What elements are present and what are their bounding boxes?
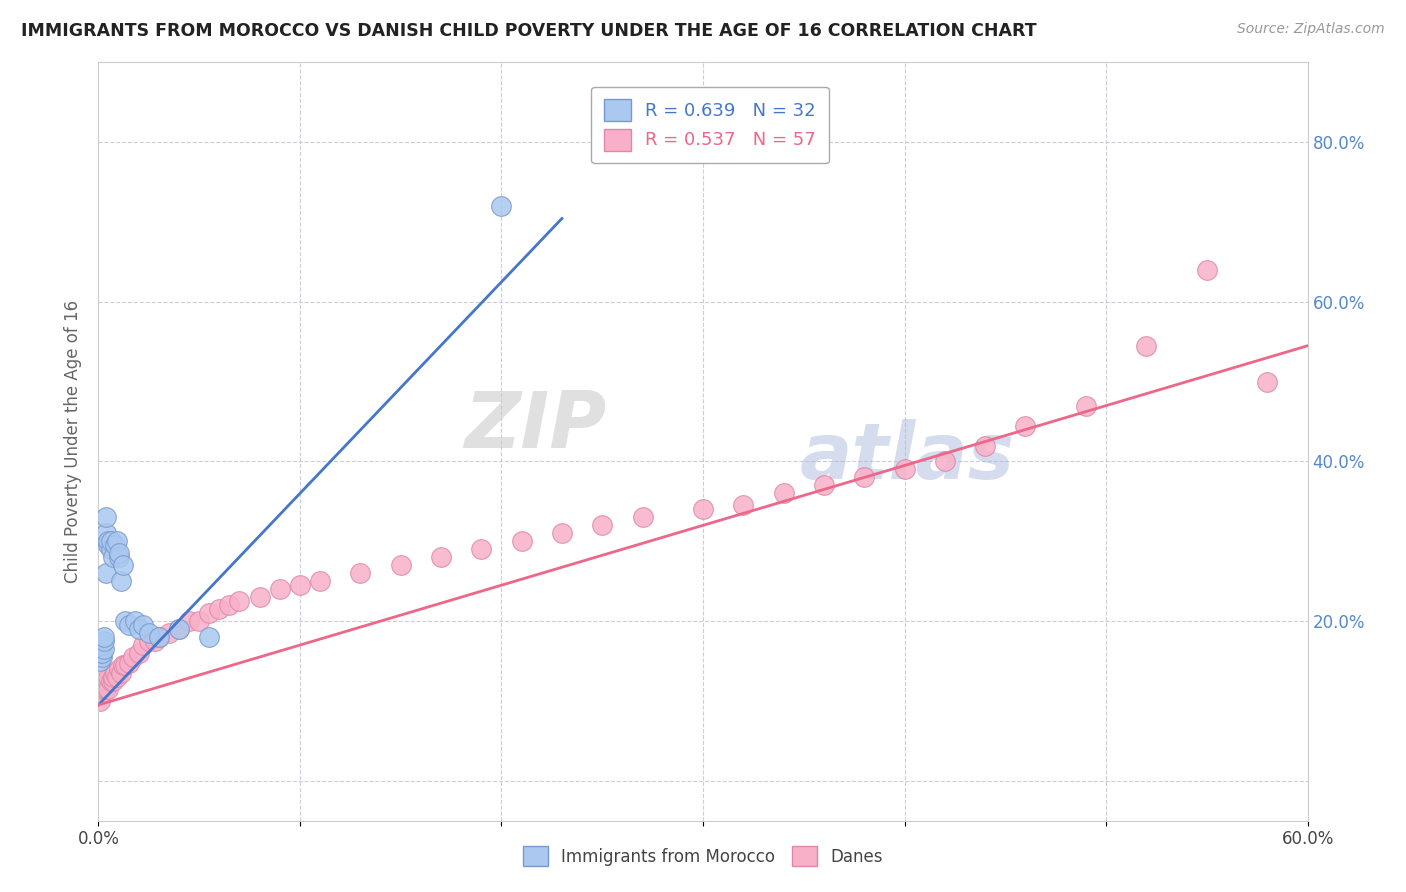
Point: [91, 686, 114, 700]
Point: [1014, 418, 1036, 433]
Point: [91, 646, 114, 660]
Point: [114, 614, 136, 628]
Point: [96, 526, 118, 541]
Point: [249, 590, 271, 604]
Point: [1074, 399, 1097, 413]
Point: [110, 665, 132, 680]
Point: [551, 526, 574, 541]
Point: [692, 502, 714, 516]
Point: [733, 499, 755, 513]
Legend: R = 0.639   N = 32, R = 0.537   N = 57: R = 0.639 N = 32, R = 0.537 N = 57: [591, 87, 828, 163]
Point: [91, 650, 114, 665]
Point: [128, 646, 150, 660]
Point: [107, 662, 129, 676]
Point: [96, 673, 118, 688]
Point: [110, 574, 132, 589]
Point: [97, 538, 120, 552]
Text: IMMIGRANTS FROM MOROCCO VS DANISH CHILD POVERTY UNDER THE AGE OF 16 CORRELATION : IMMIGRANTS FROM MOROCCO VS DANISH CHILD …: [21, 22, 1036, 40]
Point: [148, 630, 170, 644]
Point: [1256, 375, 1278, 389]
Legend: Immigrants from Morocco, Danes: Immigrants from Morocco, Danes: [515, 838, 891, 875]
Point: [105, 534, 128, 549]
Point: [143, 634, 166, 648]
Point: [97, 670, 120, 684]
Point: [591, 518, 613, 533]
Point: [93, 634, 115, 648]
Point: [934, 454, 956, 468]
Point: [101, 673, 124, 688]
Point: [510, 534, 533, 549]
Point: [138, 626, 160, 640]
Point: [138, 634, 160, 648]
Point: [218, 598, 240, 612]
Point: [93, 681, 115, 696]
Point: [101, 670, 124, 684]
Point: [93, 642, 115, 657]
Text: atlas: atlas: [800, 418, 1015, 495]
Point: [93, 678, 115, 692]
Point: [97, 681, 120, 696]
Point: [114, 658, 136, 673]
Point: [974, 438, 997, 452]
Point: [124, 614, 146, 628]
Point: [128, 622, 150, 636]
Point: [121, 650, 143, 665]
Point: [470, 542, 492, 557]
Point: [430, 550, 453, 565]
Y-axis label: Child Poverty Under the Age of 16: Child Poverty Under the Age of 16: [65, 300, 83, 583]
Point: [167, 622, 190, 636]
Text: ZIP: ZIP: [464, 388, 606, 465]
Text: Source: ZipAtlas.com: Source: ZipAtlas.com: [1237, 22, 1385, 37]
Point: [103, 665, 125, 680]
Point: [148, 630, 170, 644]
Point: [89, 694, 111, 708]
Point: [101, 550, 124, 565]
Point: [96, 566, 118, 581]
Point: [105, 670, 128, 684]
Point: [1195, 263, 1218, 277]
Point: [157, 626, 180, 640]
Point: [288, 578, 311, 592]
Point: [93, 630, 115, 644]
Point: [893, 462, 915, 476]
Point: [132, 638, 155, 652]
Point: [100, 673, 122, 688]
Point: [269, 582, 291, 597]
Point: [813, 478, 835, 492]
Point: [118, 656, 141, 670]
Point: [107, 550, 129, 565]
Point: [132, 618, 155, 632]
Point: [96, 681, 118, 696]
Point: [96, 510, 118, 524]
Point: [228, 594, 250, 608]
Point: [89, 654, 111, 668]
Point: [100, 542, 122, 557]
Point: [100, 534, 122, 549]
Point: [111, 658, 134, 673]
Point: [1135, 339, 1157, 353]
Point: [111, 558, 134, 573]
Point: [208, 602, 231, 616]
Point: [309, 574, 332, 589]
Point: [853, 470, 876, 484]
Point: [198, 606, 221, 620]
Point: [107, 546, 129, 560]
Point: [772, 486, 794, 500]
Point: [389, 558, 412, 573]
Point: [103, 538, 125, 552]
Point: [97, 534, 120, 549]
Point: [167, 622, 190, 636]
Point: [491, 199, 513, 213]
Point: [198, 630, 221, 644]
Point: [631, 510, 654, 524]
Point: [179, 614, 201, 628]
Point: [188, 614, 211, 628]
Point: [118, 618, 141, 632]
Point: [349, 566, 371, 581]
Point: [91, 638, 114, 652]
Point: [89, 646, 111, 660]
